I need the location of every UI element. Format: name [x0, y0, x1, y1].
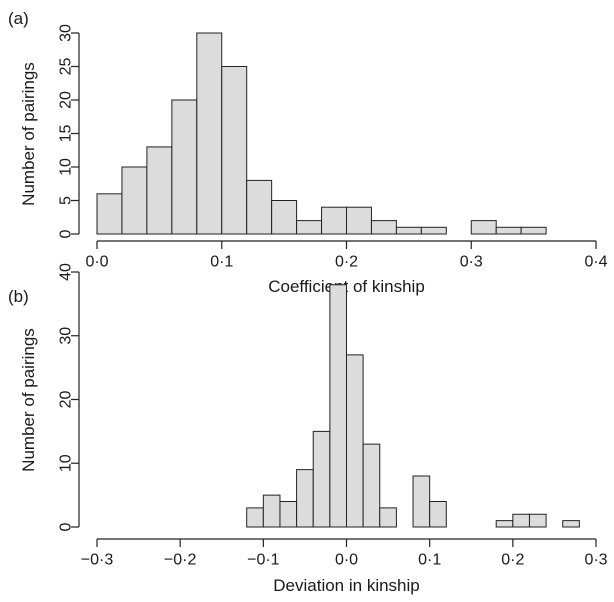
histogram-bar — [495, 226, 522, 235]
histogram-bar — [146, 146, 173, 235]
y-tick-label: 20 — [58, 91, 75, 109]
y-tick-label: 30 — [58, 24, 75, 42]
histogram-bar — [221, 66, 248, 235]
histogram-bar — [495, 520, 514, 528]
panel-label: (b) — [8, 287, 29, 306]
x-tick-label: 0·3 — [460, 254, 483, 271]
y-tick-label: 20 — [58, 391, 75, 409]
panel-label: (a) — [8, 9, 29, 28]
x-tick-label: 0·4 — [584, 254, 607, 271]
histogram-bar — [412, 475, 431, 528]
bars — [96, 32, 547, 235]
histogram-bar — [362, 443, 381, 528]
histogram-bar — [296, 220, 323, 235]
histogram-bar — [96, 193, 123, 235]
histogram-bar — [246, 507, 264, 528]
histogram-bar — [121, 166, 148, 235]
y-tick-label: 30 — [58, 327, 75, 345]
histogram-bar — [470, 220, 497, 235]
histogram-panel-a: (a) 0 5 10 15 20 25 30 Number of pairings 0·0 0·1 0… — [8, 9, 608, 296]
histogram-bar — [312, 430, 331, 528]
x-tick-label: −0·3 — [81, 552, 114, 569]
histogram-bar — [296, 469, 314, 528]
histogram-bar — [346, 206, 372, 235]
histogram-bar — [196, 32, 223, 235]
histogram-bar — [271, 200, 298, 235]
histogram-bar — [329, 284, 347, 528]
y-tick-label: 0 — [58, 522, 75, 531]
x-tick-label: −0·1 — [247, 552, 280, 569]
y-tick-label: 0 — [58, 229, 75, 238]
x-tick-label: 0·0 — [335, 552, 358, 569]
y-tick-label: 25 — [58, 58, 75, 76]
y-axis: 0 10 20 30 40 Number of pairings — [19, 263, 80, 531]
x-tick-label: 0·2 — [501, 552, 524, 569]
histogram-bar — [370, 220, 397, 235]
histogram-bar — [246, 179, 273, 235]
histogram-bar — [512, 513, 530, 528]
histogram-bar — [379, 507, 397, 528]
y-tick-label: 5 — [58, 196, 75, 205]
x-tick-label: −0·2 — [164, 552, 197, 569]
y-axis-title: Number of pairings — [19, 328, 38, 472]
x-tick-label: 0·2 — [335, 254, 358, 271]
histogram-bar — [262, 494, 281, 528]
histogram-bar — [171, 99, 198, 235]
x-axis: −0·3 −0·2 −0·1 0·0 0·1 0·2 0·3 Deviation in kin… — [81, 538, 608, 595]
histogram-bar — [279, 501, 298, 528]
y-axis: 0 5 10 15 20 25 30 Number of pairings — [19, 24, 80, 238]
y-tick-label: 40 — [58, 263, 75, 281]
x-tick-label: 0·1 — [418, 552, 441, 569]
histogram-bar — [321, 206, 347, 235]
y-tick-label: 10 — [58, 454, 75, 472]
histogram-bar — [562, 520, 580, 528]
x-tick-label: 0·1 — [210, 254, 233, 271]
x-tick-label: 0·3 — [584, 552, 607, 569]
histogram-bar — [520, 226, 547, 235]
x-tick-label: 0·0 — [85, 254, 108, 271]
histogram-bar — [528, 513, 547, 528]
histogram-bar — [395, 226, 422, 235]
bars — [246, 284, 580, 528]
histogram-bar — [420, 226, 447, 235]
y-axis-title: Number of pairings — [19, 62, 38, 206]
x-axis-title: Deviation in kinship — [273, 576, 419, 595]
histogram-bar — [429, 501, 447, 528]
y-tick-label: 15 — [58, 125, 75, 143]
y-tick-label: 10 — [58, 158, 75, 176]
histogram-bar — [346, 354, 364, 528]
